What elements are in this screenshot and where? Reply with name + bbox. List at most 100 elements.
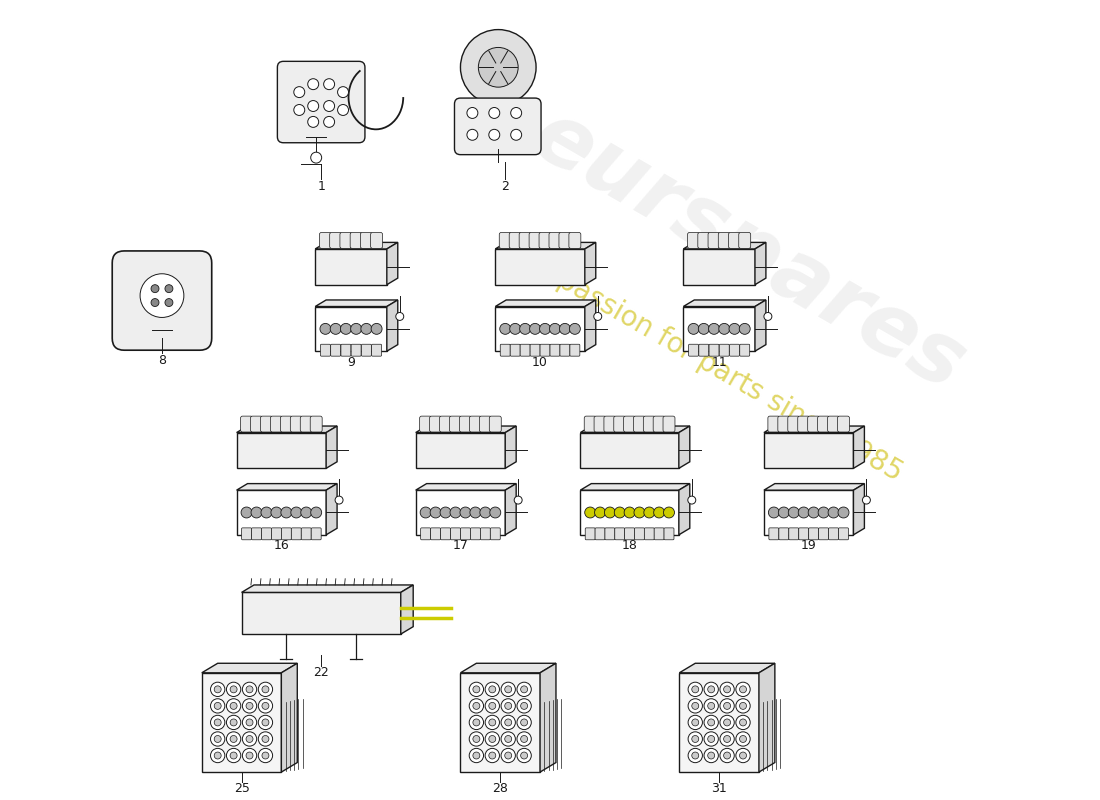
Circle shape bbox=[300, 507, 311, 518]
Circle shape bbox=[517, 732, 531, 746]
FancyBboxPatch shape bbox=[451, 528, 461, 540]
Circle shape bbox=[485, 682, 499, 697]
Polygon shape bbox=[326, 484, 337, 535]
FancyBboxPatch shape bbox=[341, 344, 351, 356]
FancyBboxPatch shape bbox=[827, 416, 839, 432]
Circle shape bbox=[510, 130, 521, 140]
FancyBboxPatch shape bbox=[710, 344, 719, 356]
FancyBboxPatch shape bbox=[779, 528, 789, 540]
Circle shape bbox=[505, 686, 512, 693]
FancyBboxPatch shape bbox=[838, 528, 848, 540]
Text: 9: 9 bbox=[348, 356, 355, 369]
Circle shape bbox=[488, 735, 496, 742]
Circle shape bbox=[230, 752, 238, 759]
Circle shape bbox=[520, 686, 528, 693]
Circle shape bbox=[719, 748, 735, 762]
FancyBboxPatch shape bbox=[490, 416, 502, 432]
FancyBboxPatch shape bbox=[351, 344, 361, 356]
Circle shape bbox=[214, 719, 221, 726]
Text: 19: 19 bbox=[801, 539, 816, 552]
Circle shape bbox=[704, 748, 718, 762]
FancyBboxPatch shape bbox=[569, 233, 581, 248]
Circle shape bbox=[653, 507, 664, 518]
Polygon shape bbox=[495, 242, 596, 249]
Text: 17: 17 bbox=[452, 539, 469, 552]
Circle shape bbox=[214, 752, 221, 759]
Circle shape bbox=[470, 748, 484, 762]
Circle shape bbox=[165, 298, 173, 306]
FancyBboxPatch shape bbox=[481, 528, 491, 540]
Polygon shape bbox=[759, 663, 774, 772]
FancyBboxPatch shape bbox=[441, 528, 451, 540]
FancyBboxPatch shape bbox=[653, 416, 666, 432]
Circle shape bbox=[500, 732, 516, 746]
Circle shape bbox=[140, 274, 184, 318]
FancyBboxPatch shape bbox=[454, 98, 541, 154]
Circle shape bbox=[707, 686, 715, 693]
Circle shape bbox=[789, 507, 800, 518]
FancyBboxPatch shape bbox=[698, 344, 708, 356]
Circle shape bbox=[480, 507, 491, 518]
Circle shape bbox=[736, 682, 750, 697]
Circle shape bbox=[708, 323, 719, 334]
Circle shape bbox=[470, 698, 484, 713]
Circle shape bbox=[242, 682, 256, 697]
Circle shape bbox=[689, 698, 703, 713]
FancyBboxPatch shape bbox=[480, 416, 492, 432]
FancyBboxPatch shape bbox=[778, 416, 790, 432]
Polygon shape bbox=[585, 300, 596, 351]
Circle shape bbox=[488, 702, 496, 710]
Polygon shape bbox=[316, 306, 387, 351]
Circle shape bbox=[308, 117, 319, 127]
FancyBboxPatch shape bbox=[560, 344, 570, 356]
FancyBboxPatch shape bbox=[271, 416, 283, 432]
Polygon shape bbox=[581, 490, 679, 535]
Circle shape bbox=[724, 702, 730, 710]
FancyBboxPatch shape bbox=[300, 416, 312, 432]
Circle shape bbox=[262, 752, 268, 759]
FancyBboxPatch shape bbox=[252, 528, 262, 540]
FancyBboxPatch shape bbox=[241, 416, 253, 432]
Polygon shape bbox=[316, 249, 387, 285]
Circle shape bbox=[241, 507, 252, 518]
Circle shape bbox=[258, 732, 273, 746]
Circle shape bbox=[704, 698, 718, 713]
Circle shape bbox=[739, 752, 747, 759]
Circle shape bbox=[719, 732, 735, 746]
Circle shape bbox=[338, 86, 349, 98]
FancyBboxPatch shape bbox=[654, 528, 664, 540]
FancyBboxPatch shape bbox=[719, 344, 729, 356]
Circle shape bbox=[739, 702, 747, 710]
Circle shape bbox=[151, 285, 160, 293]
FancyBboxPatch shape bbox=[471, 528, 481, 540]
FancyBboxPatch shape bbox=[460, 416, 472, 432]
Circle shape bbox=[230, 719, 238, 726]
Circle shape bbox=[258, 682, 273, 697]
Circle shape bbox=[210, 715, 224, 730]
Polygon shape bbox=[316, 300, 398, 306]
Circle shape bbox=[704, 732, 718, 746]
Polygon shape bbox=[282, 663, 297, 772]
Polygon shape bbox=[683, 249, 755, 285]
Circle shape bbox=[707, 735, 715, 742]
FancyBboxPatch shape bbox=[430, 416, 441, 432]
FancyBboxPatch shape bbox=[634, 416, 646, 432]
Circle shape bbox=[246, 752, 253, 759]
Polygon shape bbox=[387, 300, 398, 351]
Circle shape bbox=[488, 107, 499, 118]
Circle shape bbox=[251, 507, 262, 518]
Circle shape bbox=[707, 752, 715, 759]
Circle shape bbox=[351, 323, 362, 334]
Circle shape bbox=[862, 496, 870, 504]
FancyBboxPatch shape bbox=[549, 233, 561, 248]
Circle shape bbox=[262, 735, 268, 742]
Polygon shape bbox=[581, 484, 690, 490]
Circle shape bbox=[500, 748, 516, 762]
Circle shape bbox=[520, 702, 528, 710]
Circle shape bbox=[689, 732, 703, 746]
Circle shape bbox=[808, 507, 820, 518]
Circle shape bbox=[838, 507, 849, 518]
Circle shape bbox=[736, 732, 750, 746]
FancyBboxPatch shape bbox=[605, 528, 615, 540]
Circle shape bbox=[227, 748, 241, 762]
